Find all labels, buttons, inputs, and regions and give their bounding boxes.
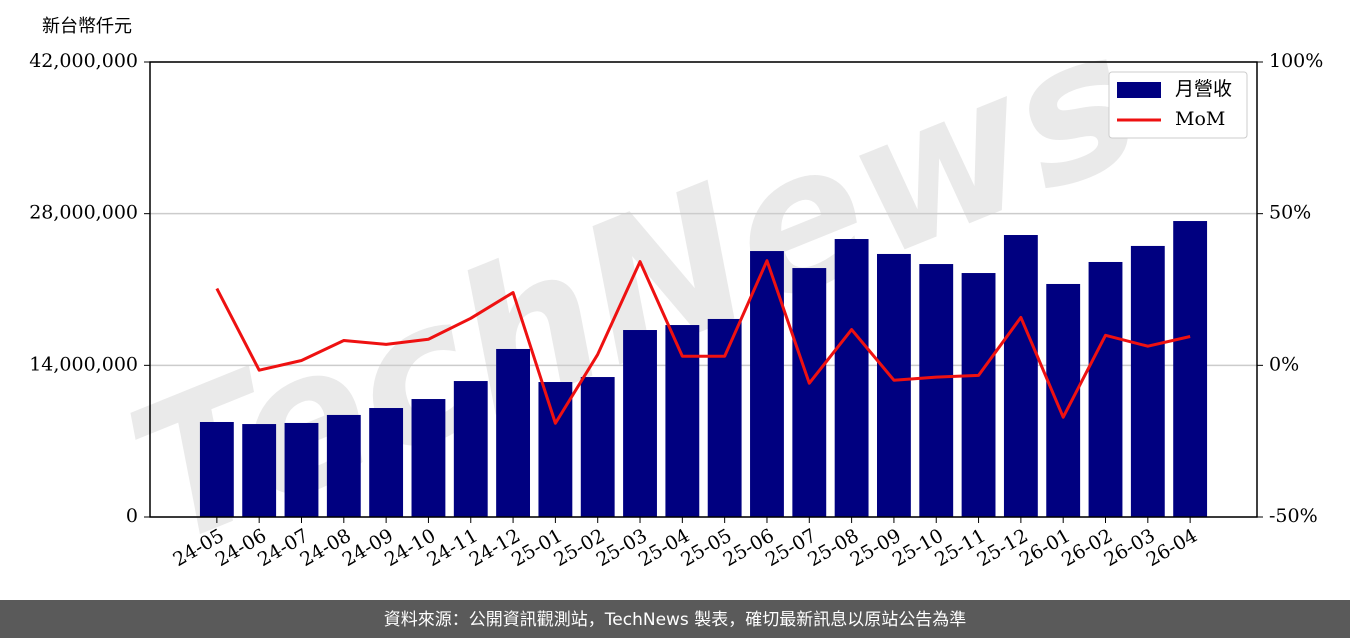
bar [792, 268, 827, 517]
footer: 資料來源：公開資訊觀測站，TechNews 製表，確切最新訊息以原站公告為準 [384, 610, 966, 630]
bar [580, 377, 615, 517]
y2-tick-label: 50% [1269, 202, 1311, 224]
line [215, 259, 1191, 425]
y2-tick-label: -50% [1269, 505, 1318, 527]
bar [961, 273, 996, 517]
bar [1046, 283, 1081, 517]
bar [496, 348, 531, 517]
bar [369, 408, 404, 517]
bar [1130, 245, 1165, 517]
y-tick-label: 28,000,000 [29, 202, 138, 224]
bar [919, 264, 954, 517]
bar [623, 330, 657, 517]
plot-frame [149, 61, 1258, 518]
bar [284, 422, 319, 517]
bar [411, 399, 446, 517]
legend-label: MoM [1175, 108, 1225, 130]
bar [876, 253, 911, 517]
bar [1173, 221, 1208, 518]
legend-label: 月營收 [1175, 78, 1232, 100]
y2-tick-label: 100% [1269, 50, 1323, 72]
y2-tick-label: 0% [1269, 353, 1299, 375]
y-tick-label: 14,000,000 [29, 353, 138, 375]
footer-bar [0, 600, 1350, 638]
bar [242, 424, 277, 517]
y-axis-label: 新台幣仟元 [42, 16, 132, 37]
bar [1003, 235, 1038, 517]
bar [199, 421, 234, 517]
bar [1088, 261, 1123, 517]
bar [453, 381, 488, 517]
y-tick-label: 0 [126, 505, 138, 527]
y-tick-label: 42,000,000 [29, 50, 138, 72]
bar [707, 318, 742, 517]
bar [834, 239, 869, 517]
legend-swatch [1117, 82, 1161, 98]
bar [326, 414, 361, 517]
